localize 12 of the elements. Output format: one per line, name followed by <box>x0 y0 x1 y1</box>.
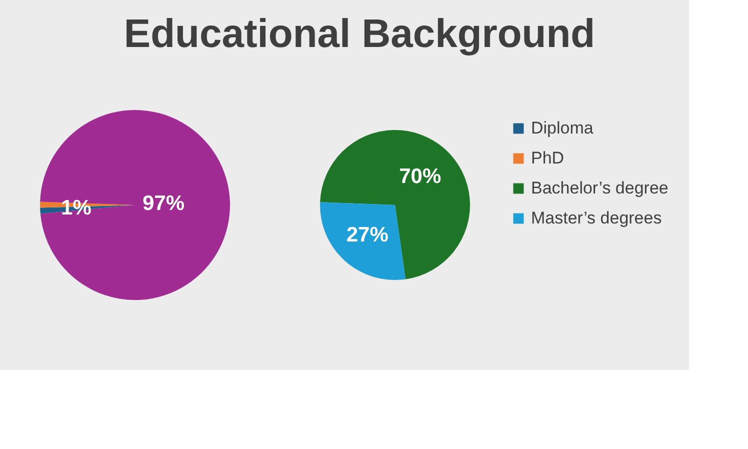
data-label: 1% <box>61 196 92 220</box>
pie-slice <box>320 202 406 280</box>
legend-label: Master’s degrees <box>531 208 662 228</box>
legend-label: Bachelor’s degree <box>531 178 668 198</box>
data-label: 70% <box>399 165 442 188</box>
data-label: 97% <box>142 192 185 216</box>
pie-slice <box>320 130 470 280</box>
pie-slice <box>40 110 230 300</box>
legend-label: Diploma <box>531 118 594 138</box>
chart-title: Educational Background <box>124 12 596 56</box>
data-label: 27% <box>346 224 389 247</box>
legend-label: PhD <box>531 148 564 168</box>
